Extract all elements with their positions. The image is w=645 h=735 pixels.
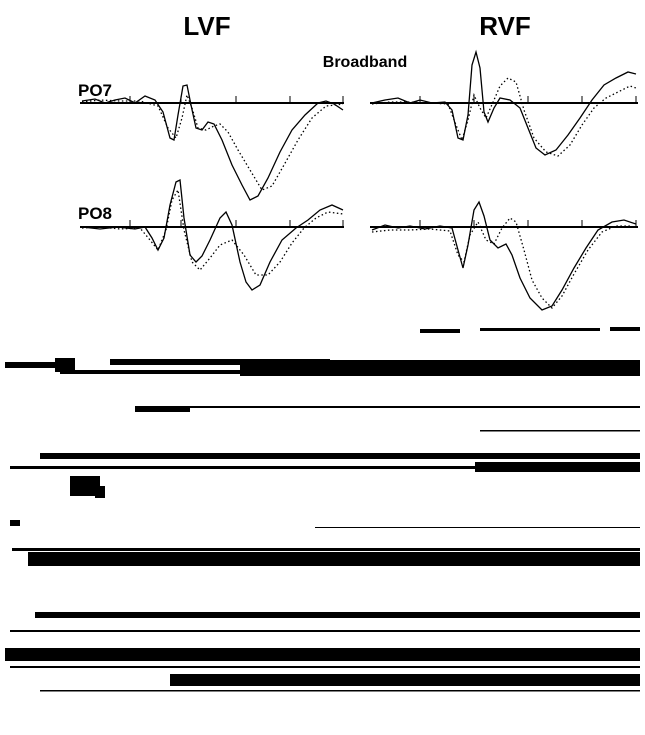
waveforms xyxy=(81,49,637,311)
right-title: RVF xyxy=(479,11,531,41)
left-title: LVF xyxy=(183,11,230,41)
subtitle: Broadband xyxy=(323,54,407,71)
row-label: PO8 xyxy=(78,204,112,223)
scan-artifacts xyxy=(5,327,640,692)
row-label: PO7 xyxy=(78,81,112,100)
